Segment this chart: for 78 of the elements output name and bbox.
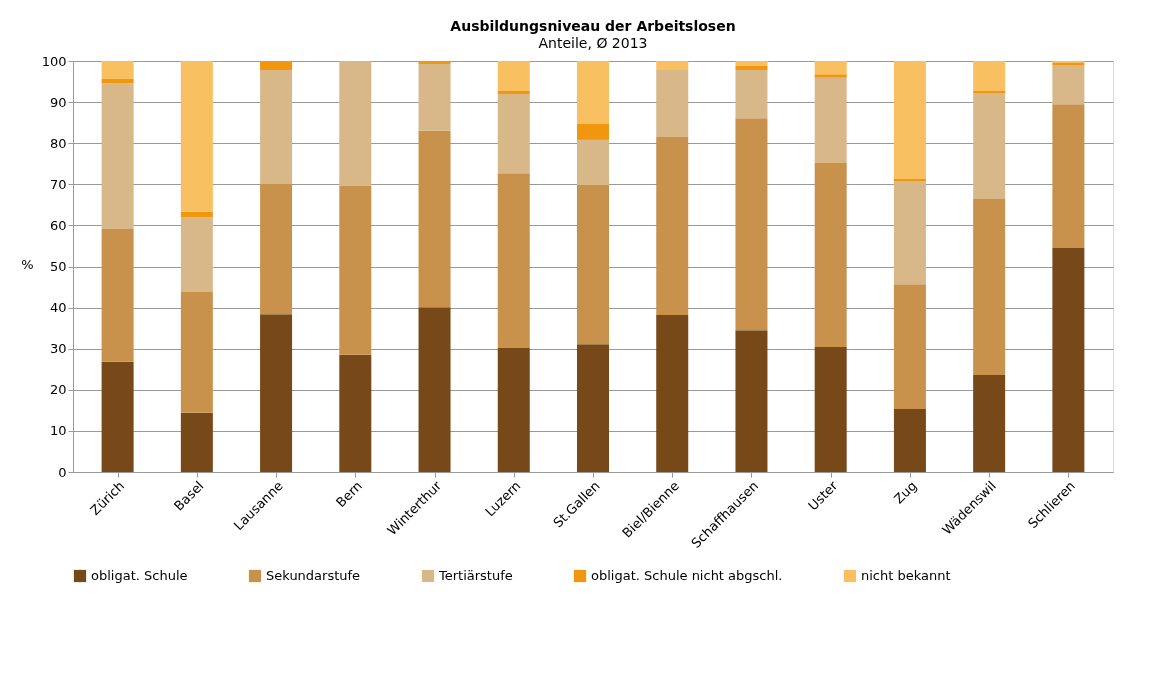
- chart-subtitle: Anteile, Ø 2013: [538, 35, 648, 51]
- y-tick-label: 40: [49, 300, 67, 316]
- bar: [577, 139, 609, 186]
- legend-label: Tertiärstufe: [438, 568, 513, 583]
- bar: [101, 361, 134, 472]
- bar: [814, 61, 847, 75]
- y-tick-label: 50: [49, 259, 67, 274]
- bar: [656, 137, 689, 315]
- bar: [180, 61, 213, 212]
- bar: [260, 314, 293, 472]
- bar: [735, 70, 768, 119]
- bar: [973, 93, 1006, 200]
- bar: [893, 284, 926, 410]
- bar: [418, 61, 451, 64]
- bar: [656, 315, 689, 472]
- bar: [814, 347, 847, 472]
- y-tick-label: 60: [49, 217, 67, 233]
- bar: [260, 183, 293, 315]
- bar: [1052, 248, 1085, 472]
- bar: [814, 77, 847, 163]
- bar: [577, 344, 609, 472]
- bar: [418, 307, 451, 472]
- y-tick-label: 20: [49, 382, 67, 398]
- bar: [656, 61, 689, 71]
- bar: [577, 61, 609, 124]
- bar: [735, 61, 768, 66]
- bar: [735, 330, 768, 472]
- bar: [497, 347, 530, 472]
- chart-title: Ausbildungsniveau der Arbeitslosen: [450, 18, 736, 34]
- bar: [180, 217, 213, 292]
- bar: [893, 61, 926, 179]
- y-axis-title: %: [21, 256, 34, 272]
- bar: [101, 61, 134, 80]
- bar: [180, 412, 213, 472]
- bar: [497, 61, 530, 91]
- bar: [1052, 65, 1085, 105]
- x-tick-label: Zug: [891, 478, 920, 507]
- bar: [893, 178, 926, 182]
- bar: [260, 61, 293, 71]
- bar: [973, 91, 1006, 94]
- bar: [418, 63, 451, 131]
- bar: [497, 91, 530, 94]
- bar: [101, 79, 134, 84]
- bar: [814, 162, 847, 348]
- bar: [180, 211, 213, 218]
- bar: [497, 173, 530, 348]
- bar: [577, 123, 609, 140]
- y-tick-label: 100: [41, 53, 67, 69]
- bar: [339, 354, 372, 472]
- bar: [1052, 104, 1085, 249]
- legend-label: nicht bekannt: [861, 568, 951, 583]
- bar: [339, 61, 372, 186]
- bar: [893, 181, 926, 285]
- bar: [339, 185, 372, 355]
- legend-label: obligat. Schule: [91, 568, 188, 583]
- bar: [101, 83, 134, 230]
- bar: [814, 74, 847, 78]
- y-tick-label: 30: [49, 341, 67, 357]
- bar: [735, 118, 768, 331]
- bar: [973, 199, 1006, 375]
- bar: [497, 93, 530, 174]
- y-tick-label: 0: [58, 464, 67, 480]
- bar: [973, 61, 1006, 91]
- y-tick-label: 70: [49, 176, 67, 192]
- bar: [735, 65, 768, 71]
- bar: [973, 375, 1006, 472]
- bar: [180, 291, 213, 413]
- y-tick-label: 90: [49, 94, 67, 110]
- bar: [577, 185, 609, 345]
- legend-label: obligat. Schule nicht abgschl.: [591, 568, 783, 583]
- bar: [418, 130, 451, 308]
- bar: [101, 229, 134, 362]
- y-tick-label: 80: [49, 135, 67, 151]
- bar: [893, 409, 926, 472]
- y-tick-label: 10: [49, 423, 67, 439]
- bar: [656, 70, 689, 138]
- legend-label: Sekundarstufe: [266, 568, 361, 583]
- bar: [260, 70, 293, 184]
